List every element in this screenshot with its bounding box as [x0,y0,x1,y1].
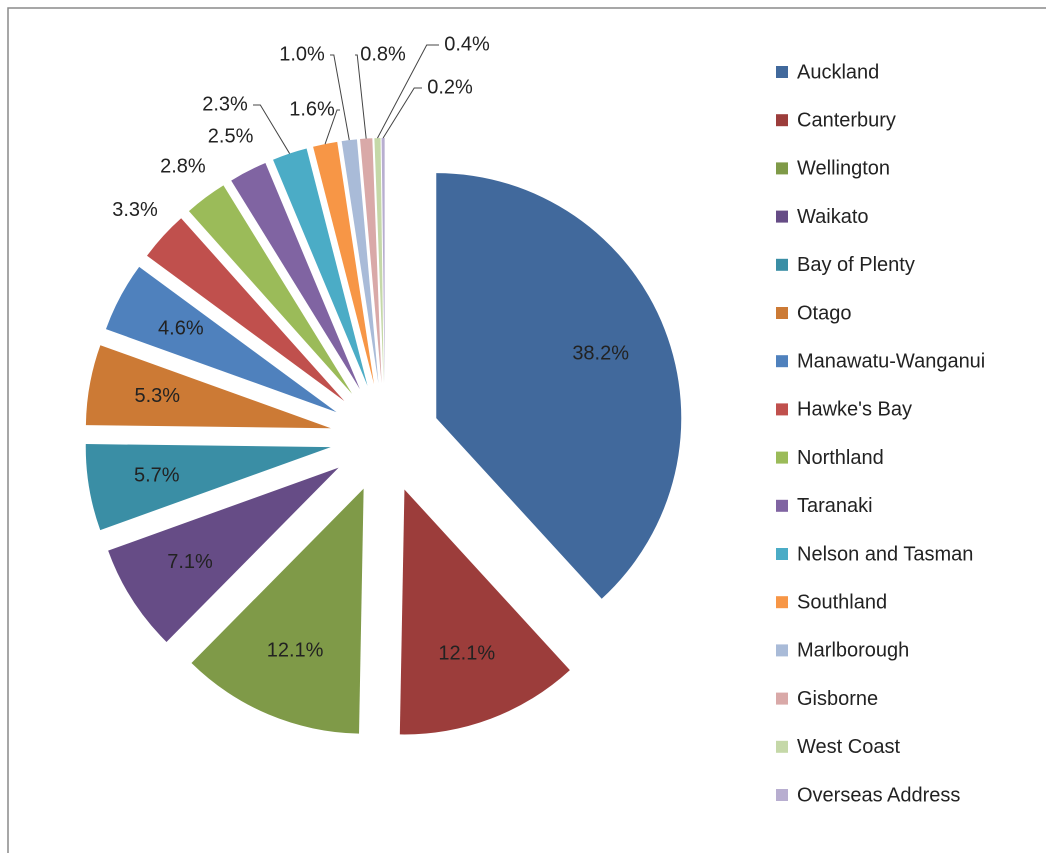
legend-swatch [776,162,788,175]
pie-slice [381,138,385,384]
legend-swatch [776,451,788,464]
legend-label: Otago [797,302,851,324]
legend-swatch [776,499,788,512]
pie-slice [108,467,339,642]
legend-swatch [776,258,788,271]
pie-slice [374,138,384,384]
legend-label: Manawatu-Wanganui [797,350,985,372]
legend-label: Waikato [797,206,869,228]
data-label: 2.3% [202,93,248,115]
pie-slice [85,345,331,429]
data-label: 0.4% [444,33,490,55]
legend-swatch [776,210,788,223]
legend-label: Marlborough [797,640,909,662]
data-label: 3.3% [112,199,158,221]
data-label: 0.8% [360,43,406,65]
data-label: 12.1% [438,643,495,665]
data-label: 1.0% [279,43,325,65]
data-label: 7.1% [167,551,213,573]
legend-label: Overseas Address [797,784,960,806]
legend-label: Hawke's Bay [797,399,912,421]
data-label: 2.8% [160,155,206,177]
data-label: 2.5% [208,126,254,148]
legend-swatch [776,307,788,319]
pie-slice [231,163,360,390]
legend-label: West Coast [797,736,900,758]
legend-label: Taranaki [797,495,873,517]
legend-label: Nelson and Tasman [797,543,973,565]
legend-swatch [776,114,788,127]
legend-label: Gisborne [797,688,878,710]
legend-swatch [776,548,788,560]
legend-swatch [776,789,788,801]
pie-slice [360,138,382,384]
leader-line [330,54,350,141]
legend-swatch [776,644,788,657]
legend-label: Southland [797,591,887,613]
leader-line [377,44,439,139]
legend-swatch [776,355,788,368]
legend-label: Auckland [797,61,879,83]
pie-slice [191,488,364,734]
pie-slice [313,141,375,385]
legend-label: Canterbury [797,109,896,131]
pie-slice [85,444,331,531]
legend-label: Northland [797,447,884,469]
data-label: 38.2% [572,342,629,364]
legend-swatch [776,740,788,753]
pie-slice [341,139,379,384]
leader-line [253,104,291,154]
data-label: 0.2% [427,76,473,98]
chart-frame [7,7,1046,858]
legend-label: Bay of Plenty [797,254,915,276]
pie-slice [105,266,337,413]
legend-swatch [776,596,788,609]
pie-slice [147,218,345,401]
data-label: 5.7% [134,465,180,487]
data-label: 1.6% [289,98,335,120]
data-label: 12.1% [267,640,324,662]
leader-line [324,109,340,145]
data-label: 5.3% [135,385,181,407]
leader-line [355,54,367,139]
legend-swatch [776,692,788,705]
leader-line [382,87,422,139]
pie-slice [273,148,368,386]
pie-slice [399,489,570,735]
legend-label: Wellington [797,158,890,180]
legend-swatch [776,66,788,78]
data-label: 4.6% [158,317,204,339]
pie-slice [188,185,353,394]
pie-slice [436,173,682,599]
legend-swatch [776,403,788,416]
